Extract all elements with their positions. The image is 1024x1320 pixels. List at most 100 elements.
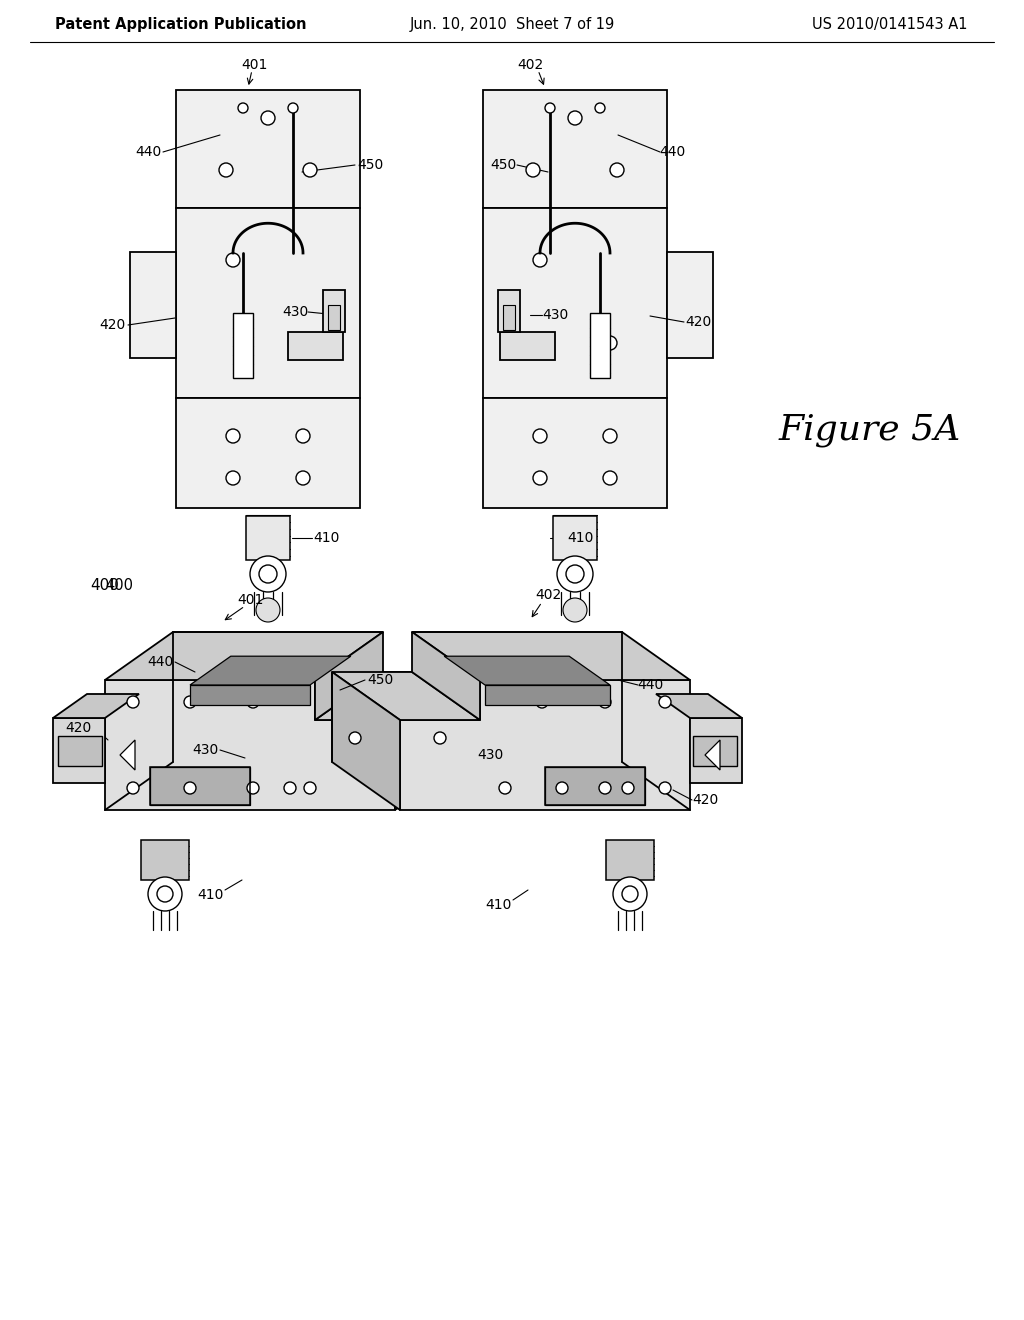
Circle shape <box>247 781 259 795</box>
Circle shape <box>226 471 240 484</box>
Polygon shape <box>332 672 480 719</box>
Polygon shape <box>130 252 176 358</box>
Text: Figure 5A: Figure 5A <box>779 413 962 447</box>
Text: 440: 440 <box>637 678 664 692</box>
Bar <box>503 305 515 330</box>
Circle shape <box>261 111 275 125</box>
Polygon shape <box>667 252 713 358</box>
Polygon shape <box>105 632 383 680</box>
Text: 402: 402 <box>535 587 561 602</box>
Circle shape <box>296 337 310 350</box>
Circle shape <box>284 781 296 795</box>
Polygon shape <box>705 741 720 770</box>
Bar <box>233 313 253 378</box>
Circle shape <box>599 696 611 708</box>
Polygon shape <box>190 656 351 685</box>
Circle shape <box>304 781 316 795</box>
Bar <box>498 290 520 333</box>
Polygon shape <box>176 399 360 508</box>
Circle shape <box>296 429 310 444</box>
Text: 410: 410 <box>312 531 339 545</box>
Text: 430: 430 <box>542 308 568 322</box>
Polygon shape <box>53 694 139 718</box>
Polygon shape <box>315 672 463 719</box>
Bar <box>485 685 610 705</box>
Bar <box>545 767 645 805</box>
Polygon shape <box>444 656 610 685</box>
Bar <box>246 516 290 560</box>
Circle shape <box>434 733 446 744</box>
Text: 440: 440 <box>658 145 685 158</box>
Polygon shape <box>483 399 667 508</box>
Bar <box>500 333 555 360</box>
Circle shape <box>184 781 196 795</box>
Text: 420: 420 <box>65 721 91 735</box>
Polygon shape <box>483 209 667 399</box>
Bar <box>545 767 645 805</box>
Circle shape <box>247 696 259 708</box>
Circle shape <box>613 876 647 911</box>
Polygon shape <box>690 718 742 783</box>
Bar <box>328 305 340 330</box>
Bar <box>323 290 345 333</box>
Circle shape <box>256 598 280 622</box>
Circle shape <box>622 781 634 795</box>
Bar <box>150 767 250 805</box>
Circle shape <box>545 103 555 114</box>
Circle shape <box>226 253 240 267</box>
Circle shape <box>148 876 182 911</box>
Text: 420: 420 <box>99 318 125 333</box>
Text: 400: 400 <box>90 578 120 593</box>
Polygon shape <box>483 90 667 209</box>
Text: 430: 430 <box>191 743 218 756</box>
Circle shape <box>534 253 547 267</box>
Circle shape <box>534 471 547 484</box>
Polygon shape <box>120 741 135 770</box>
Bar <box>693 737 737 766</box>
Circle shape <box>157 886 173 902</box>
Text: US 2010/0141543 A1: US 2010/0141543 A1 <box>812 17 968 33</box>
Text: 400: 400 <box>105 578 133 593</box>
Circle shape <box>127 781 139 795</box>
Circle shape <box>603 429 617 444</box>
Text: 420: 420 <box>685 315 711 329</box>
Circle shape <box>599 781 611 795</box>
Bar <box>553 516 597 560</box>
Circle shape <box>184 696 196 708</box>
Text: 410: 410 <box>567 531 593 545</box>
Bar <box>150 767 250 805</box>
Circle shape <box>556 781 568 795</box>
Circle shape <box>303 162 317 177</box>
Circle shape <box>622 886 638 902</box>
Text: 420: 420 <box>692 793 718 807</box>
Bar <box>58 737 102 766</box>
Polygon shape <box>53 718 105 783</box>
Circle shape <box>250 556 286 591</box>
Text: 410: 410 <box>197 888 223 902</box>
Bar <box>288 333 343 360</box>
Circle shape <box>603 471 617 484</box>
Circle shape <box>219 162 233 177</box>
Circle shape <box>238 103 248 114</box>
Circle shape <box>566 565 584 583</box>
Circle shape <box>595 103 605 114</box>
Polygon shape <box>176 90 360 209</box>
Circle shape <box>296 471 310 484</box>
Text: 450: 450 <box>367 673 393 686</box>
Circle shape <box>127 696 139 708</box>
Text: 440: 440 <box>135 145 161 158</box>
Bar <box>190 685 310 705</box>
Circle shape <box>526 162 540 177</box>
Circle shape <box>288 103 298 114</box>
Circle shape <box>603 337 617 350</box>
Polygon shape <box>412 632 690 680</box>
Circle shape <box>499 781 511 795</box>
Text: Patent Application Publication: Patent Application Publication <box>55 17 306 33</box>
Circle shape <box>610 162 624 177</box>
Text: 430: 430 <box>282 305 308 319</box>
Circle shape <box>259 565 278 583</box>
Text: 402: 402 <box>517 58 543 73</box>
Circle shape <box>563 598 587 622</box>
Polygon shape <box>105 680 395 810</box>
Circle shape <box>659 781 671 795</box>
